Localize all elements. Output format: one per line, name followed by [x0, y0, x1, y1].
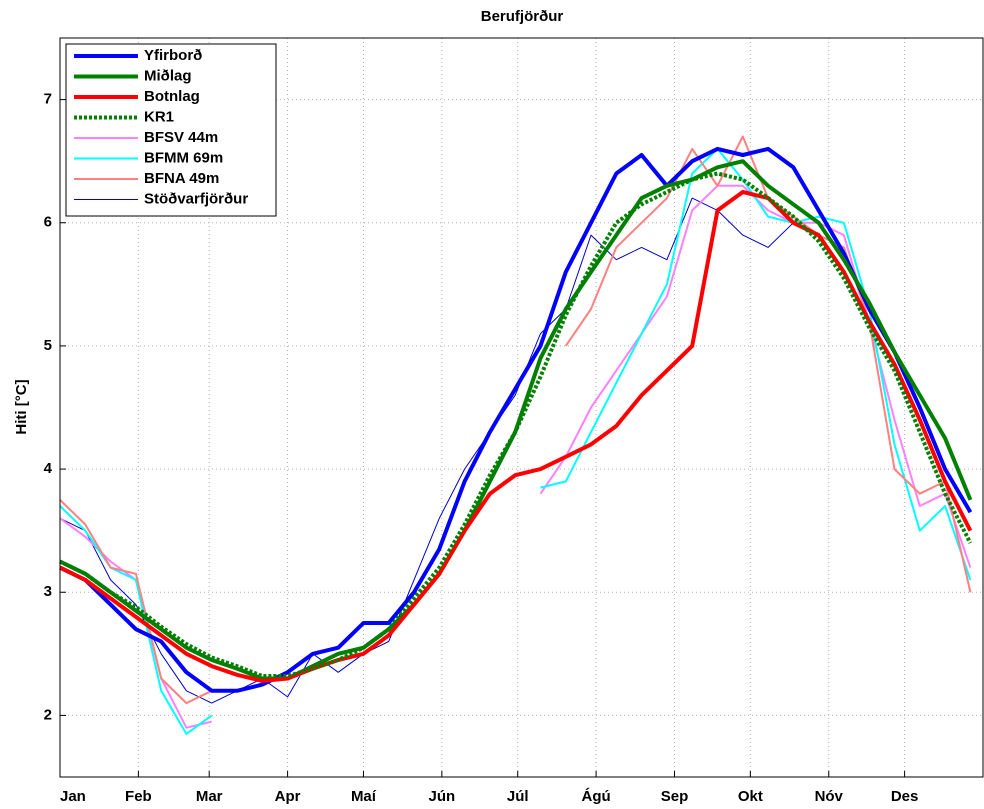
- legend-label: Botnlag: [144, 88, 200, 105]
- x-tick-label: Jún: [429, 788, 456, 805]
- legend-label: KR1: [144, 108, 174, 125]
- legend-label: BFMM 69m: [144, 149, 223, 166]
- x-tick-label: Júl: [507, 788, 529, 805]
- x-tick-label: Ágú: [582, 788, 611, 805]
- y-tick-label: 2: [44, 706, 52, 723]
- x-tick-label: Maí: [351, 788, 377, 805]
- legend: Yfirborð Miðlag Botnlag KR1 BFSV 44m BFMM 69m…: [65, 43, 277, 217]
- x-tick-label: Nóv: [815, 788, 844, 805]
- series-line: [59, 184, 972, 729]
- y-tick-label: 4: [44, 460, 53, 477]
- x-tick-label: Mar: [196, 788, 223, 805]
- grid: [59, 38, 983, 777]
- legend-label: BFSV 44m: [144, 129, 218, 146]
- y-tick-label: 7: [44, 91, 52, 108]
- series-line: [59, 146, 973, 693]
- y-tick-label: 3: [44, 583, 52, 600]
- x-tick-label: Feb: [125, 788, 152, 805]
- x-tick-label: Sep: [661, 788, 689, 805]
- plot-area: [59, 135, 973, 735]
- legend-label: Yfirborð: [144, 47, 202, 64]
- y-axis-label: Hiti [°C]: [13, 379, 30, 434]
- series-line: [59, 147, 972, 735]
- x-tick-label: Des: [891, 788, 919, 805]
- chart-title: Berufjörður: [481, 8, 564, 25]
- axes-box: [59, 37, 984, 778]
- y-tick-label: 6: [44, 214, 52, 231]
- legend-label: BFNA 49m: [144, 170, 219, 187]
- legend-label: Stöðvarfjörður: [144, 190, 248, 207]
- legend-label: Miðlag: [144, 67, 192, 84]
- series-line: [59, 190, 973, 683]
- x-tick-label: Okt: [738, 788, 763, 805]
- x-tick-label: Apr: [275, 788, 301, 805]
- legend-box: [65, 43, 277, 217]
- y-tick-label: 5: [44, 337, 52, 354]
- x-tick-label: Jan: [60, 788, 86, 805]
- series-line: [59, 135, 972, 705]
- series-line: [59, 171, 973, 678]
- series-line: [59, 197, 794, 704]
